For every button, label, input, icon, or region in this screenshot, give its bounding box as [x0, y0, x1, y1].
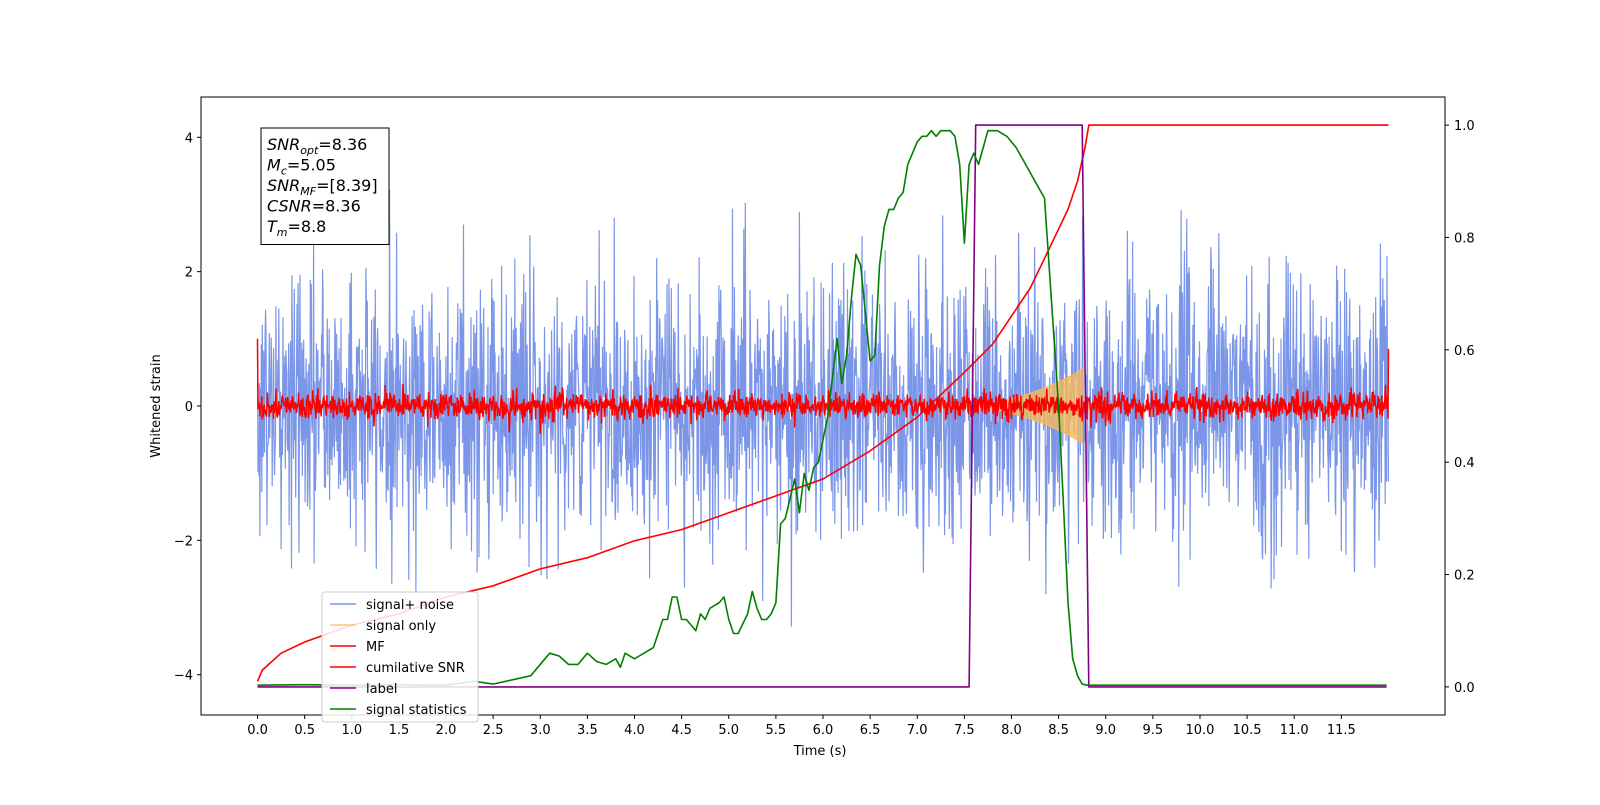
x-tick-label: 2.0 [436, 723, 457, 738]
legend-entry-label: MF [366, 640, 385, 655]
annotation-box: SNRopt=8.36Mc=5.05SNRMF=[8.39]CSNR=8.36T… [260, 127, 390, 245]
y-tick-label-right: 1.0 [1454, 119, 1475, 134]
x-tick-label: 9.0 [1095, 723, 1116, 738]
x-tick-label: 0.0 [247, 723, 268, 738]
y-tick-label-right: 0.0 [1454, 681, 1475, 696]
legend-frame [321, 591, 479, 723]
x-tick-label: 5.0 [718, 723, 739, 738]
x-tick-label: 11.0 [1280, 723, 1309, 738]
y-tick-label-left: 2 [185, 266, 193, 281]
y-axis-label: Whitened strain [149, 354, 164, 457]
x-tick-label: 3.5 [577, 723, 598, 738]
annotation-frame [260, 127, 390, 245]
x-tick-label: 4.0 [624, 723, 645, 738]
x-tick-label: 1.0 [341, 723, 362, 738]
annotation-line: SNRopt=8.36 [267, 135, 367, 157]
annotation-line: Tm=8.8 [267, 217, 326, 239]
x-axis-label: Time (s) [793, 744, 847, 759]
x-tick-label: 3.0 [530, 723, 551, 738]
legend-entry-label: label [366, 682, 397, 697]
legend: signal+ noise signal only MF cumilative SNR… [321, 591, 479, 723]
x-tick-label: 9.5 [1143, 723, 1164, 738]
x-tick-label: 4.5 [671, 723, 692, 738]
chart-axes: 0.0 0.5 1.0 1.5 2.0 2.5 3.0 3.5 4.0 4.5 5.0 5.5 6.0 6… [174, 119, 1475, 738]
legend-entry-label: signal only [366, 619, 436, 634]
y-tick-label-left: −4 [174, 669, 193, 684]
y-tick-label-right: 0.8 [1454, 231, 1475, 246]
x-tick-label: 6.5 [860, 723, 881, 738]
annotation-line: SNRMF=[8.39] [267, 176, 378, 198]
y-tick-label-left: 4 [185, 131, 193, 146]
x-tick-label: 10.0 [1185, 723, 1214, 738]
x-tick-label: 10.5 [1233, 723, 1262, 738]
series-signal-statistics [257, 129, 1387, 687]
series-mf [256, 338, 1390, 434]
legend-entry-label: signal+ noise [366, 598, 454, 613]
annotation-line: CSNR=8.36 [267, 197, 361, 216]
x-tick-label: 0.5 [294, 723, 315, 738]
y-tick-label-left: −2 [174, 534, 193, 549]
x-tick-label: 5.5 [766, 723, 787, 738]
y-tick-label-right: 0.2 [1454, 569, 1475, 584]
y-tick-label-right: 0.6 [1454, 344, 1475, 359]
x-tick-label: 6.0 [813, 723, 834, 738]
series-label [257, 124, 1387, 688]
x-tick-label: 8.0 [1001, 723, 1022, 738]
annotation-line: Mc=5.05 [267, 156, 336, 178]
x-tick-label: 8.5 [1048, 723, 1069, 738]
legend-entry-label: signal statistics [366, 703, 467, 718]
legend-entry-label: cumilative SNR [366, 661, 465, 676]
x-tick-label: 11.5 [1327, 723, 1356, 738]
x-tick-label: 2.5 [483, 723, 504, 738]
x-tick-label: 7.0 [907, 723, 928, 738]
x-tick-label: 7.5 [954, 723, 975, 738]
y-tick-label-left: 0 [185, 400, 193, 415]
y-tick-label-right: 0.4 [1454, 456, 1475, 471]
x-tick-label: 1.5 [389, 723, 410, 738]
